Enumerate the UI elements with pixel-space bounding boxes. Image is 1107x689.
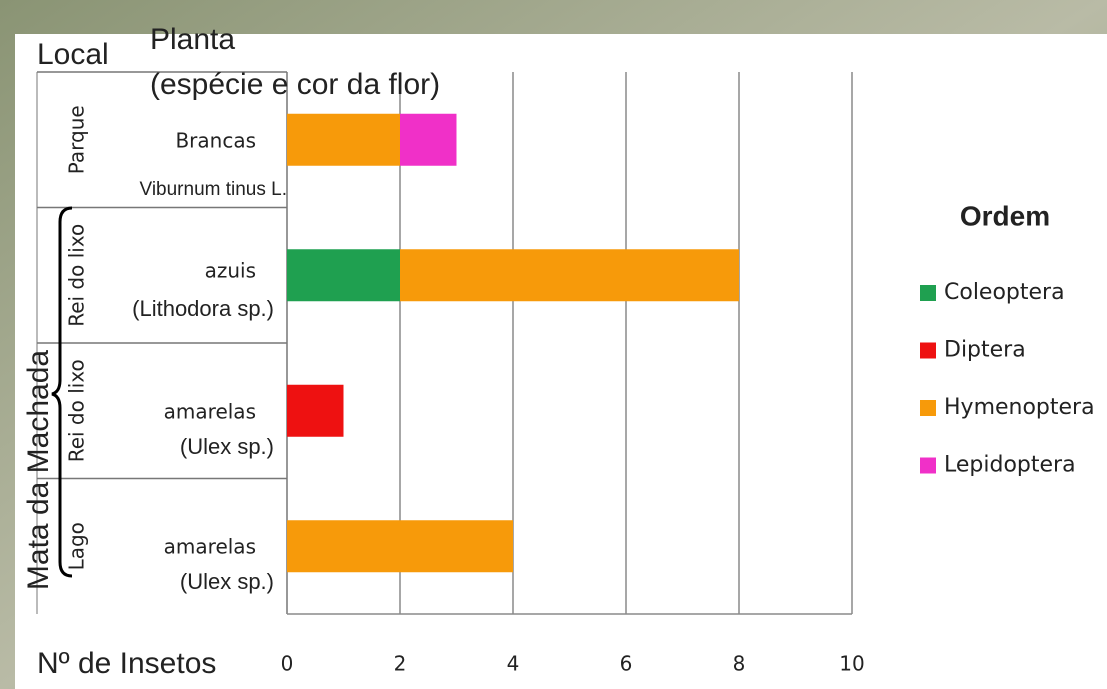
bar-segment <box>287 114 400 166</box>
bar-segment <box>287 520 513 572</box>
legend-label: Hymenoptera <box>944 395 1095 420</box>
species-label: (Ulex sp.) <box>180 569 274 594</box>
legend-label: Lepidoptera <box>944 453 1076 478</box>
x-axis-label: Nº de Insetos <box>37 647 216 680</box>
legend-swatch <box>920 285 936 301</box>
x-tick-label: 2 <box>394 652 407 676</box>
x-tick-label: 4 <box>507 652 520 676</box>
location-label: Rei do lixo <box>65 359 89 462</box>
x-tick-label: 6 <box>620 652 633 676</box>
legend-swatch <box>920 458 936 474</box>
legend-swatch <box>920 343 936 359</box>
species-label: Viburnum tinus L. <box>139 179 287 200</box>
species-label: (Lithodora sp.) <box>132 296 274 321</box>
x-tick-label: 10 <box>839 652 864 676</box>
bar-segment <box>287 385 344 437</box>
location-label: Lago <box>65 522 89 570</box>
legend-title: Ordem <box>960 200 1050 231</box>
legend-swatch <box>920 400 936 416</box>
location-label: Parque <box>65 105 89 174</box>
bar-segment <box>287 249 400 301</box>
header-planta-sub: (espécie e cor da flor) <box>150 68 440 101</box>
group-label: Mata da Machada <box>22 350 55 590</box>
legend-label: Diptera <box>944 338 1026 363</box>
x-tick-label: 8 <box>733 652 746 676</box>
species-label: (Ulex sp.) <box>180 434 274 459</box>
chart: Local Planta (espécie e cor da flor) Mat… <box>0 0 1107 689</box>
location-label: Rei do lixo <box>65 224 89 327</box>
plant-label: amarelas <box>164 400 256 424</box>
x-tick-label: 0 <box>281 652 294 676</box>
legend-label: Coleoptera <box>944 280 1065 305</box>
header-local: Local <box>37 38 109 71</box>
plant-label: amarelas <box>164 535 256 559</box>
plant-label: Brancas <box>175 129 256 153</box>
plant-label: azuis <box>205 259 256 283</box>
header-planta: Planta <box>150 23 235 56</box>
bar-segment <box>400 249 739 301</box>
bar-segment <box>400 114 457 166</box>
